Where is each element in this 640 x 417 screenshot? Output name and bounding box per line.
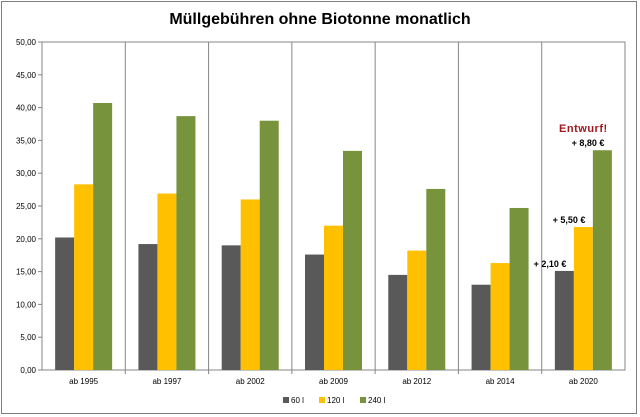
bar-240l-ab-2014 <box>509 207 529 370</box>
bar-120l-ab-1997 <box>157 193 177 370</box>
bar-60l-ab-2012 <box>388 274 408 370</box>
bar-60l-ab-2009 <box>305 254 324 370</box>
y-tick-label: 25,00 <box>16 202 37 211</box>
legend-swatch <box>283 397 289 403</box>
legend-label: 60 l <box>291 396 304 405</box>
bar-240l-ab-1997 <box>176 116 196 371</box>
y-tick-label: 40,00 <box>16 104 37 113</box>
bar-240l-ab-1995 <box>93 103 113 371</box>
bar-120l-ab-2002 <box>240 199 260 370</box>
bar-240l-ab-2020 <box>592 150 612 370</box>
bar-120l-ab-2020 <box>573 226 593 370</box>
legend-label: 240 l <box>368 396 386 405</box>
data-annotation: + 2,10 € <box>534 259 567 269</box>
x-tick-label: ab 2020 <box>569 377 598 386</box>
bar-120l-ab-2014 <box>490 263 510 370</box>
x-tick-label: ab 2014 <box>486 377 515 386</box>
x-tick-label: ab 2009 <box>319 377 348 386</box>
draft-stamp: Entwurf! <box>559 123 608 135</box>
bar-60l-ab-1997 <box>138 244 158 370</box>
y-tick-label: 30,00 <box>16 169 37 178</box>
y-tick-label: 15,00 <box>16 268 37 277</box>
y-tick-label: 35,00 <box>16 136 37 145</box>
bar-240l-ab-2009 <box>343 150 362 370</box>
bar-240l-ab-2002 <box>259 120 279 370</box>
y-tick-label: 10,00 <box>16 300 37 309</box>
y-tick-label: 45,00 <box>16 71 37 80</box>
bar-120l-ab-2012 <box>407 250 427 370</box>
y-tick-label: 20,00 <box>16 235 37 244</box>
x-tick-label: ab 1995 <box>69 377 98 386</box>
legend-swatch <box>360 397 366 403</box>
data-annotation: + 5,50 € <box>553 215 586 225</box>
bar-60l-ab-2020 <box>554 270 574 370</box>
bar-240l-ab-2012 <box>426 188 446 370</box>
bar-120l-ab-1995 <box>74 184 94 370</box>
chart-title: Müllgebühren ohne Biotonne monatlich <box>169 11 471 28</box>
legend-swatch <box>319 397 325 403</box>
bar-60l-ab-1995 <box>55 237 75 370</box>
x-tick-label: ab 1997 <box>152 377 181 386</box>
x-tick-label: ab 2012 <box>402 377 431 386</box>
bar-60l-ab-2002 <box>221 245 241 370</box>
bar-60l-ab-2014 <box>471 284 491 370</box>
y-tick-label: 5,00 <box>20 333 36 342</box>
legend-label: 120 l <box>327 396 345 405</box>
y-tick-label: 50,00 <box>16 38 37 47</box>
x-tick-label: ab 2002 <box>236 377 265 386</box>
bar-120l-ab-2009 <box>324 225 343 370</box>
y-tick-label: 0,00 <box>20 366 36 375</box>
data-annotation: + 8,80 € <box>572 138 605 148</box>
